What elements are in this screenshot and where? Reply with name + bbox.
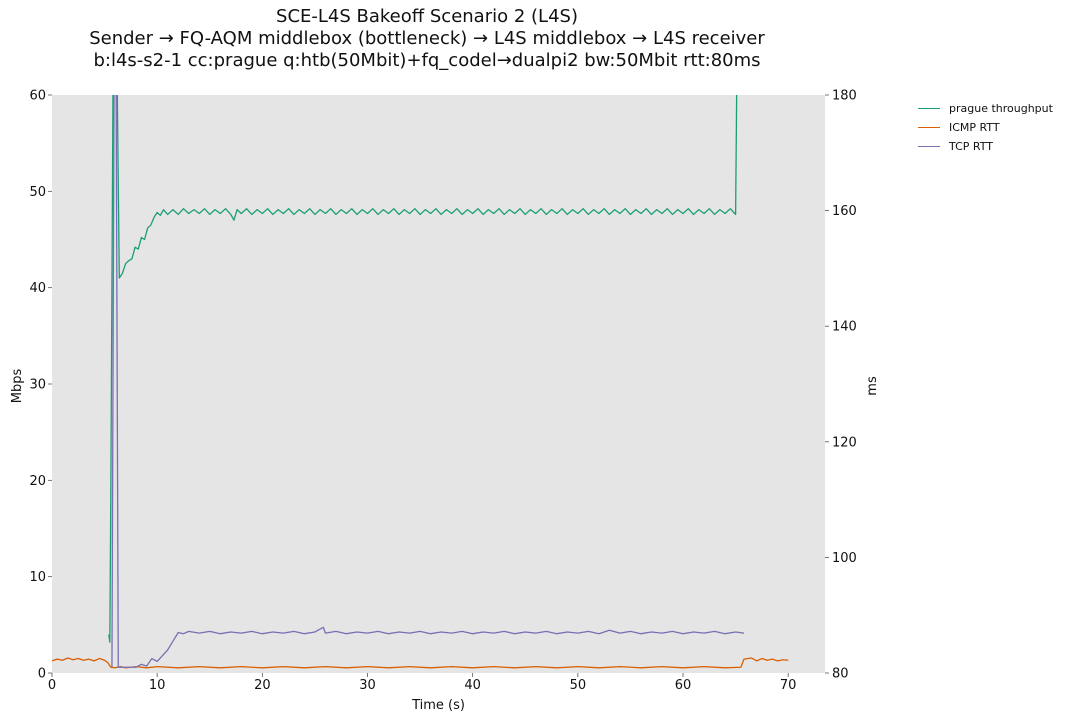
y-left-tick-label: 60	[29, 89, 46, 104]
chart-title-block: SCE-L4S Bakeoff Scenario 2 (L4S) Sender …	[0, 6, 854, 72]
series-line-tcp-rtt	[111, 95, 745, 668]
y-right-tick-label: 100	[832, 551, 857, 566]
x-tick-label: 0	[48, 678, 56, 693]
y-axis-left: 0 10 20 30 40 50 60	[29, 89, 52, 682]
legend-label-icmp-rtt: ICMP RTT	[949, 121, 1000, 134]
y-right-tick-label: 180	[832, 89, 857, 104]
chart-title: SCE-L4S Bakeoff Scenario 2 (L4S)	[276, 6, 578, 27]
legend-item-tcp-rtt: TCP RTT	[918, 137, 1053, 156]
legend-label-tcp-rtt: TCP RTT	[949, 140, 993, 153]
legend-swatch-icmp-rtt	[918, 127, 940, 128]
x-tick-label: 10	[149, 678, 166, 693]
y-left-tick-label: 50	[29, 185, 46, 200]
y-left-tick-label: 10	[29, 570, 46, 585]
y-left-tick-label: 0	[38, 667, 46, 682]
y-right-tick-label: 140	[832, 320, 857, 335]
x-tick-label: 50	[570, 678, 587, 693]
series-line-icmp-rtt	[52, 657, 789, 669]
chart-legend: prague throughput ICMP RTT TCP RTT	[918, 99, 1053, 156]
y-axis-left-label: Mbps	[10, 369, 25, 404]
y-right-tick-label: 80	[832, 667, 849, 682]
y-left-tick-label: 20	[29, 474, 46, 489]
x-tick-label: 60	[675, 678, 692, 693]
y-right-tick-label: 160	[832, 204, 857, 219]
legend-item-prague-throughput: prague throughput	[918, 99, 1053, 118]
x-axis-label: Time (s)	[411, 698, 465, 713]
y-left-tick-label: 30	[29, 378, 46, 393]
x-tick-label: 20	[254, 678, 271, 693]
y-axis-right-label: ms	[865, 376, 880, 396]
x-tick-label: 70	[780, 678, 797, 693]
y-axis-right: 80 100 120 140 160 180	[825, 89, 857, 682]
chart-subtitle-line-2: b:l4s-s2-1 cc:prague q:htb(50Mbit)+fq_co…	[93, 50, 761, 71]
series-line-prague-throughput	[108, 95, 738, 643]
y-right-tick-label: 120	[832, 435, 857, 450]
y-left-tick-label: 40	[29, 281, 46, 296]
legend-item-icmp-rtt: ICMP RTT	[918, 118, 1053, 137]
legend-swatch-tcp-rtt	[918, 146, 940, 147]
x-tick-label: 30	[359, 678, 376, 693]
legend-swatch-prague-throughput	[918, 108, 940, 109]
chart-subtitle-line-1: Sender → FQ-AQM middlebox (bottleneck) →…	[89, 28, 765, 49]
series-lines	[52, 95, 789, 669]
x-axis: 0 10 20 30 40 50 60 70	[48, 673, 797, 693]
x-tick-label: 40	[464, 678, 481, 693]
plot-background	[52, 95, 825, 673]
legend-label-prague-throughput: prague throughput	[949, 102, 1053, 115]
